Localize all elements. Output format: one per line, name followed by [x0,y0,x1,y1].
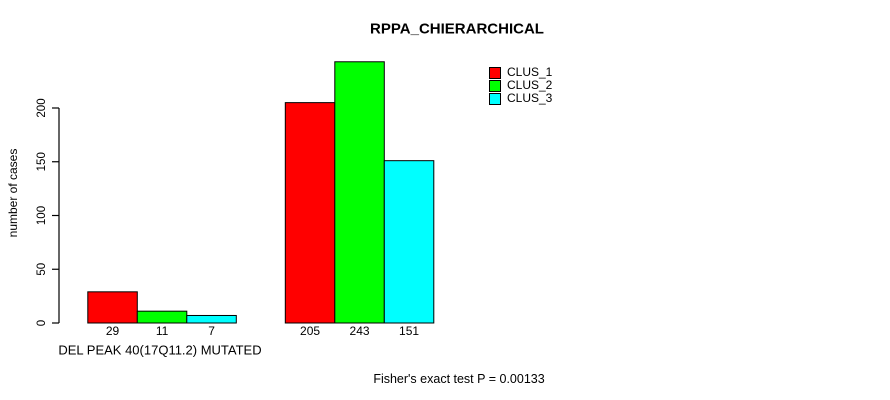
bar-value-label: 11 [156,324,169,338]
bar-value-label: 7 [208,324,215,338]
bar-clus_3-group2[interactable] [383,160,435,324]
y-tick-label: 100 [36,206,48,225]
bar-clus_2-group1[interactable] [136,310,188,324]
legend-swatch-icon [489,79,501,92]
legend-item-clus_1: CLUS_1 [489,66,552,79]
legend-item-clus_2: CLUS_2 [489,79,552,92]
bar-value-label: 151 [399,324,419,338]
bar-clus_2-group2[interactable] [334,61,385,324]
y-tick-label: 150 [36,152,48,171]
y-axis-label: number of cases [6,148,20,238]
y-tick-label: 50 [36,263,48,276]
legend-label: CLUS_2 [507,78,553,92]
legend-item-clus_3: CLUS_3 [489,92,552,105]
legend: CLUS_1 CLUS_2 CLUS_3 [489,66,552,105]
y-tick-label: 0 [36,320,48,326]
bar-clus_1-group2[interactable] [284,102,336,324]
y-tick-label: 200 [36,98,48,117]
bar-value-label: 205 [300,324,320,338]
bar-value-label: 29 [106,324,120,338]
legend-label: CLUS_3 [507,91,553,105]
stat-annotation: Fisher's exact test P = 0.00133 [373,372,545,386]
bar-clus_1-group1[interactable] [87,291,138,324]
legend-swatch-icon [489,66,501,79]
chart-title: RPPA_CHIERARCHICAL [370,20,544,38]
legend-label: CLUS_1 [507,65,553,79]
bar-value-label: 243 [350,324,370,338]
bar-clus_3-group1[interactable] [186,314,237,324]
x-axis-group-label: DEL PEAK 40(17Q11.2) MUTATED [58,342,262,358]
legend-swatch-icon [489,92,501,105]
